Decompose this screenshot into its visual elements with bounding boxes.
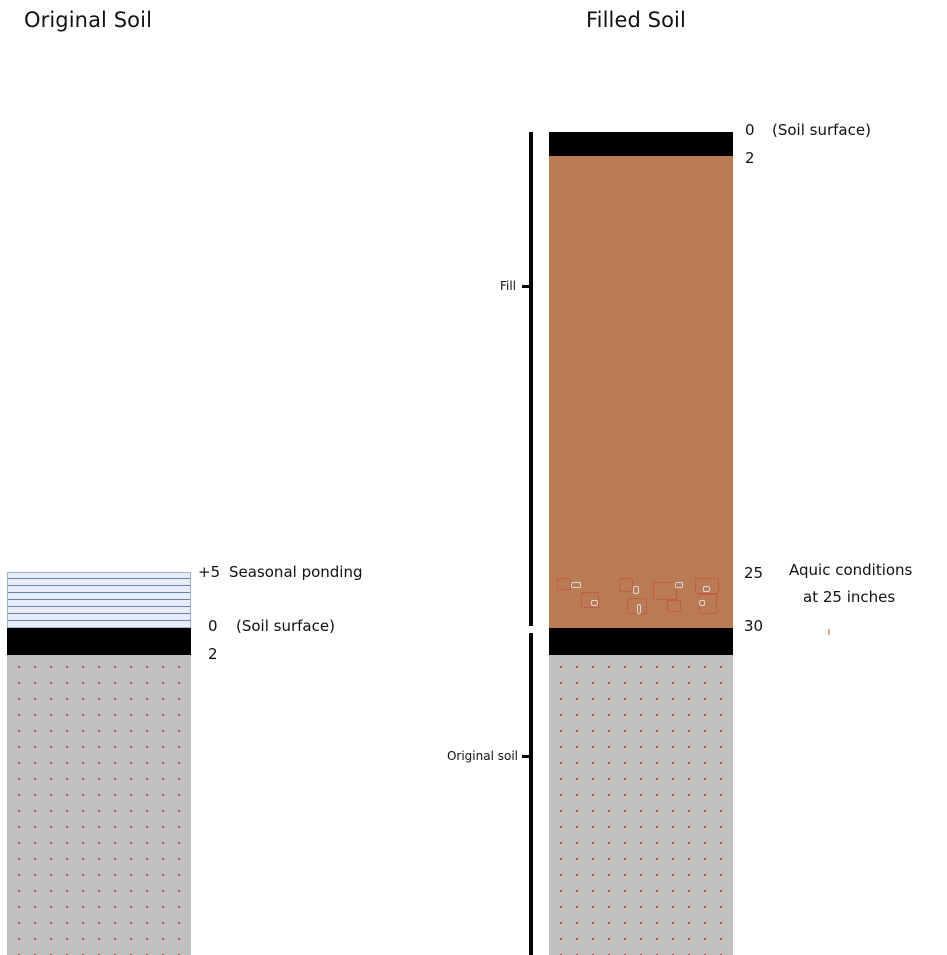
right-surface-value: 0: [745, 121, 755, 139]
left-title: Original Soil: [24, 8, 152, 32]
original-soil-bracket-tick: [522, 755, 529, 758]
seasonal-ponding-layer: [7, 572, 191, 628]
fill-material-layer: [549, 156, 733, 628]
original-soil-bracket-line: [529, 633, 533, 955]
mottle: [591, 600, 598, 606]
aquic-mottles-zone: [549, 570, 733, 628]
aquic-label-line2: at 25 inches: [803, 588, 896, 606]
mottle: [699, 600, 705, 606]
mottle: [619, 578, 633, 592]
mottle: [675, 582, 683, 588]
mottle: [667, 600, 681, 612]
small-artifact-mark: [828, 629, 830, 635]
mottle: [653, 582, 677, 600]
right-surface-text: (Soil surface): [772, 121, 871, 139]
mottle: [581, 592, 599, 608]
left-depth-2: 2: [208, 645, 218, 663]
mottle: [703, 586, 710, 592]
left-ponding-text: Seasonal ponding: [229, 563, 363, 581]
right-original-soil-body: [549, 655, 733, 955]
original-soil-label: Original soil: [446, 749, 518, 763]
fill-label: Fill: [499, 279, 516, 293]
right-depth-30: 30: [744, 617, 764, 635]
mottle: [571, 582, 581, 588]
mottle: [695, 578, 719, 594]
left-surface-text: (Soil surface): [236, 617, 335, 635]
fill-bracket-tick: [522, 285, 529, 288]
mottle: [633, 586, 639, 594]
left-ponding-value: +5: [198, 563, 221, 581]
mottle: [557, 578, 571, 590]
left-original-soil-body: [7, 655, 191, 955]
left-surface-band: [7, 628, 191, 655]
right-depth-25: 25: [744, 564, 764, 582]
mottle: [637, 604, 641, 614]
aquic-label-line1: Aquic conditions: [789, 561, 913, 579]
fill-bracket-line: [529, 132, 533, 626]
fill-surface-band: [549, 132, 733, 156]
left-surface-value: 0: [208, 617, 218, 635]
right-depth-2: 2: [745, 149, 755, 167]
buried-surface-band: [549, 628, 733, 655]
right-title: Filled Soil: [586, 8, 686, 32]
